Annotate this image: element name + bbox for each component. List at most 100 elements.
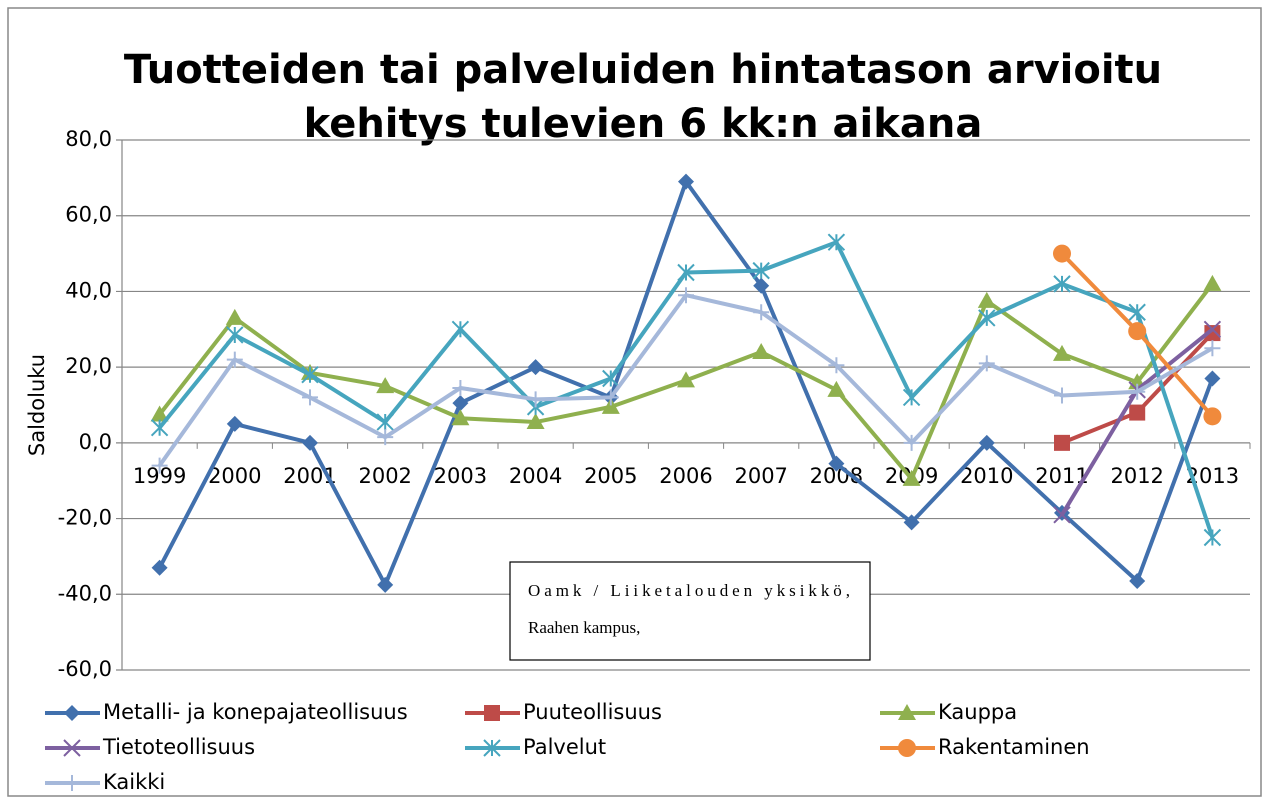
marker [1054, 434, 1070, 451]
marker [526, 413, 545, 430]
marker [828, 455, 845, 472]
marker [903, 434, 920, 451]
marker [451, 409, 470, 426]
marker [452, 395, 469, 412]
marker [752, 343, 771, 359]
y-tick-label: -40,0 [58, 581, 112, 605]
marker [527, 391, 544, 408]
annotation: Raahen kampus, [528, 618, 640, 637]
marker [1129, 404, 1146, 421]
marker [978, 355, 995, 372]
x-tick-label: 2007 [734, 464, 787, 488]
marker [377, 429, 394, 446]
y-tick-label: 60,0 [65, 203, 112, 227]
marker [602, 389, 619, 406]
chart-title: Tuotteiden tai palveluiden hintatason ar… [124, 47, 1162, 93]
marker [753, 277, 770, 294]
marker [1203, 274, 1222, 291]
annotation: Oamk / Liiketalouden yksikkö, [528, 581, 850, 600]
x-tick-label: 2003 [434, 464, 487, 488]
legend-marker [64, 705, 80, 721]
marker [150, 405, 169, 422]
marker [602, 369, 620, 388]
legend-marker [64, 775, 80, 791]
marker [1204, 340, 1221, 357]
marker [1129, 383, 1146, 400]
x-tick-label: 2000 [208, 464, 261, 488]
marker [978, 434, 995, 451]
marker [451, 320, 470, 338]
marker [1128, 322, 1147, 341]
legend-label: Kauppa [938, 700, 1017, 724]
marker [828, 357, 845, 374]
marker [827, 380, 846, 397]
marker [1203, 407, 1222, 426]
marker [226, 351, 243, 368]
legend-label: Rakentaminen [938, 735, 1090, 759]
marker [151, 559, 168, 576]
marker [1204, 325, 1221, 342]
marker [151, 457, 168, 474]
marker [677, 263, 695, 282]
marker [1053, 275, 1071, 293]
y-tick-label: 20,0 [65, 354, 112, 378]
marker [902, 388, 921, 407]
marker [678, 287, 694, 304]
marker [452, 379, 469, 396]
y-tick-label: 80,0 [65, 127, 112, 151]
marker [977, 291, 996, 308]
marker [601, 397, 620, 414]
chart-title: kehitys tulevien 6 kk:n aikana [304, 101, 983, 147]
marker [753, 304, 770, 321]
legend-label: Metalli- ja konepajateollisuus [103, 700, 408, 724]
marker [376, 413, 394, 431]
marker [377, 576, 394, 593]
marker [302, 434, 318, 451]
x-tick-label: 2004 [509, 464, 562, 488]
marker [752, 261, 770, 280]
marker [1054, 387, 1070, 404]
x-tick-label: 2005 [584, 464, 637, 488]
y-tick-label: -60,0 [58, 657, 112, 681]
marker [678, 173, 694, 190]
marker [1203, 320, 1222, 338]
marker [302, 389, 318, 406]
marker [226, 415, 243, 432]
y-tick-label: 40,0 [65, 278, 112, 302]
marker [225, 308, 244, 325]
marker [226, 326, 244, 344]
marker [827, 233, 846, 251]
marker [1128, 303, 1146, 321]
y-tick-label: 0,0 [79, 430, 112, 454]
annotation-box [509, 561, 871, 661]
legend-label: Tietoteollisuus [102, 735, 255, 759]
chart-border [7, 7, 1262, 797]
x-tick-label: 2002 [358, 464, 411, 488]
marker [903, 514, 920, 531]
marker [1053, 344, 1071, 361]
legend-marker [483, 739, 501, 757]
legend-marker [898, 739, 916, 757]
marker [1053, 506, 1071, 524]
marker [1203, 528, 1222, 547]
legend-marker [898, 704, 916, 720]
legend-label: Palvelut [523, 735, 606, 759]
x-tick-label: 2012 [1110, 464, 1163, 488]
legend-label: Kaikki [103, 770, 165, 794]
y-tick-label: -20,0 [58, 506, 112, 530]
legend-marker [484, 705, 500, 721]
x-tick-label: 2010 [960, 464, 1013, 488]
legend-label: Puuteollisuus [523, 700, 662, 724]
marker [902, 469, 921, 486]
marker [150, 419, 169, 437]
marker [1053, 244, 1071, 263]
marker [978, 309, 996, 327]
y-axis-label: Saldoluku [25, 354, 49, 456]
marker [301, 366, 319, 384]
x-tick-label: 2006 [659, 464, 712, 488]
legend-marker [63, 739, 81, 757]
marker [527, 359, 544, 376]
marker [1204, 370, 1221, 387]
marker [677, 371, 695, 388]
